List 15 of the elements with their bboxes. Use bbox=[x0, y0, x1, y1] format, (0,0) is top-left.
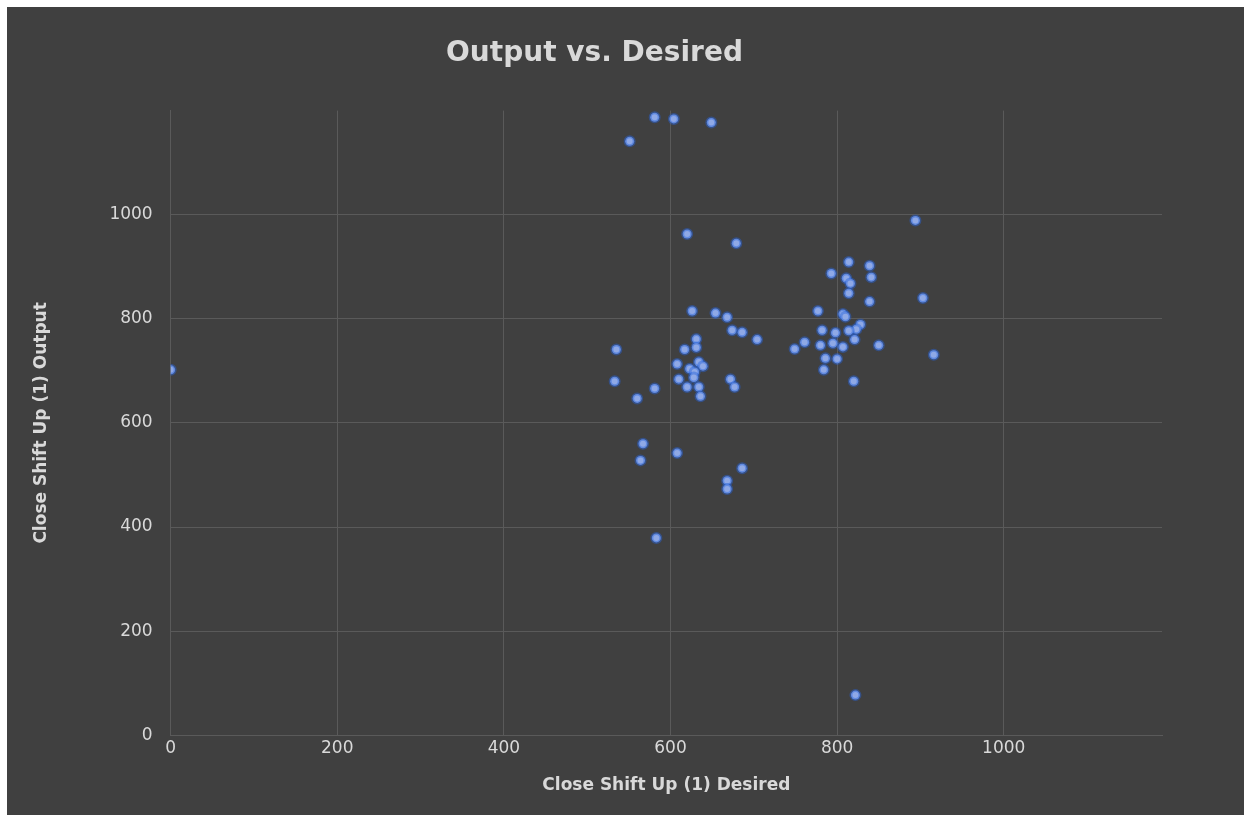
x-tick-label: 1000 bbox=[982, 736, 1026, 757]
x-axis-title: Close Shift Up (1) Desired bbox=[542, 774, 791, 795]
x-tick-label: 0 bbox=[165, 736, 177, 757]
y-tick-label: 800 bbox=[120, 307, 153, 328]
y-tick-label: 400 bbox=[120, 515, 153, 536]
y-tick-label: 600 bbox=[120, 411, 153, 432]
x-tick-label: 400 bbox=[487, 736, 521, 757]
x-tick-label: 800 bbox=[820, 736, 854, 757]
y-axis-title: Close Shift Up (1) Output bbox=[29, 302, 50, 544]
x-tick-label: 600 bbox=[654, 736, 687, 757]
y-tick-label: 1000 bbox=[109, 203, 153, 224]
y-tick-label: 0 bbox=[141, 723, 153, 744]
x-tick-label: 200 bbox=[321, 736, 354, 757]
y-tick-label: 200 bbox=[120, 619, 153, 640]
chart-title: Output vs. Desired bbox=[446, 35, 743, 69]
